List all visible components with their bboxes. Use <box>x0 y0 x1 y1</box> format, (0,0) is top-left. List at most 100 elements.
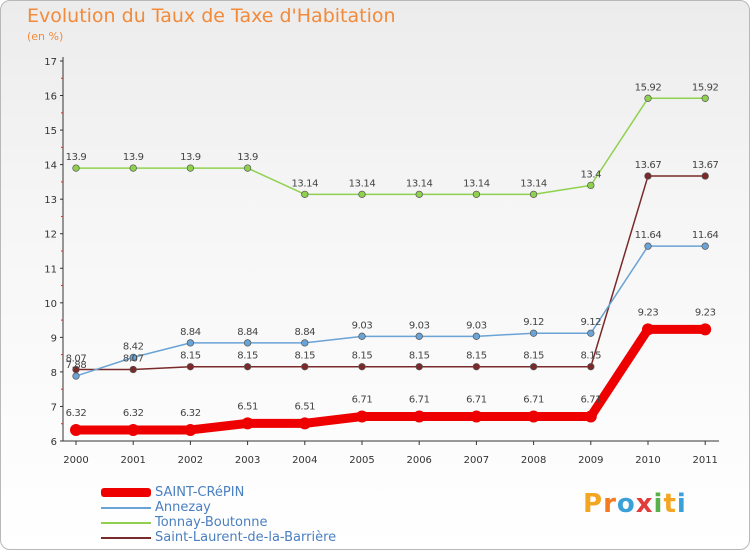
data-label: 8.07 <box>123 353 144 364</box>
data-point <box>699 323 712 336</box>
y-tick-label: 8 <box>51 368 57 379</box>
legend-swatch <box>101 536 151 539</box>
legend-item: Tonnay-Boutonne <box>101 515 336 530</box>
data-point <box>186 363 195 371</box>
data-label: 8.84 <box>237 327 258 338</box>
data-point <box>301 339 309 347</box>
x-tick-label: 2009 <box>578 455 603 466</box>
data-label: 13.67 <box>692 160 719 171</box>
data-point <box>470 410 483 423</box>
x-tick-label: 2008 <box>521 455 546 466</box>
data-label: 8.15 <box>180 351 201 362</box>
y-tick-label: 10 <box>44 299 57 310</box>
legend-item: Annezay <box>101 500 336 515</box>
data-point <box>642 323 654 336</box>
data-label: 15.92 <box>692 82 719 93</box>
data-point <box>129 164 137 172</box>
legend: SAINT-CRéPIN Annezay Tonnay-Boutonne Saint-… <box>101 485 336 545</box>
data-label: 6.71 <box>580 394 601 405</box>
data-label: 13.14 <box>291 178 318 189</box>
data-point <box>413 410 426 423</box>
legend-swatch <box>101 506 151 509</box>
y-tick-label: 9 <box>51 333 57 344</box>
chart-subtitle: (en %) <box>27 30 64 43</box>
y-tick-label: 7 <box>51 402 57 413</box>
data-label: 13.9 <box>237 152 258 163</box>
data-point <box>644 94 652 102</box>
x-tick-label: 2002 <box>178 455 203 466</box>
legend-label: Saint-Laurent-de-la-Barrière <box>155 530 337 545</box>
legend-label: Annezay <box>155 500 211 515</box>
series-lines <box>71 97 710 435</box>
data-point <box>415 363 423 371</box>
x-tick-label: 2000 <box>63 455 88 466</box>
data-point <box>72 372 80 380</box>
logo-letter: o <box>616 489 636 519</box>
series-line-1 <box>75 245 706 377</box>
data-label: 6.71 <box>409 394 430 405</box>
data-point <box>358 190 366 198</box>
logo-letter: i <box>653 489 664 519</box>
data-point <box>301 363 309 371</box>
data-label: 9.03 <box>409 320 430 331</box>
data-label: 13.14 <box>406 178 433 189</box>
data-point <box>701 94 709 102</box>
series-line-3 <box>75 175 706 371</box>
data-label: 6.51 <box>237 401 258 412</box>
logo-letter: t <box>663 489 677 519</box>
data-label: 8.15 <box>352 351 373 362</box>
chart-title: Evolution du Taux de Taxe d'Habitation <box>27 5 396 27</box>
y-tick-label: 14 <box>44 161 57 172</box>
data-label: 15.92 <box>635 82 662 93</box>
y-tick-label: 16 <box>44 92 57 103</box>
data-label: 6.71 <box>466 394 487 405</box>
data-label: 8.15 <box>237 351 258 362</box>
data-point <box>70 423 82 436</box>
data-label: 9.03 <box>466 320 487 331</box>
data-label: 8.15 <box>523 351 544 362</box>
data-label: 6.32 <box>66 408 87 419</box>
data-point <box>701 242 709 250</box>
data-point <box>644 242 652 250</box>
data-point <box>243 164 252 172</box>
data-label: 13.9 <box>123 152 144 163</box>
data-point <box>584 410 597 423</box>
data-point <box>701 172 709 180</box>
x-tick-label: 2003 <box>235 455 260 466</box>
x-tick-label: 2011 <box>692 455 717 466</box>
data-label: 8.15 <box>409 351 430 362</box>
data-point <box>587 363 595 371</box>
y-tick-label: 11 <box>44 264 57 275</box>
data-label: 9.23 <box>695 307 716 318</box>
proxiti-logo: Proxiti <box>583 489 687 519</box>
y-tick-label: 13 <box>44 195 57 206</box>
logo-letter: x <box>635 489 654 519</box>
x-tick-label: 2007 <box>464 455 489 466</box>
logo-letter: r <box>603 489 617 519</box>
y-tick-label: 12 <box>44 230 57 241</box>
x-tick-label: 2005 <box>349 455 374 466</box>
series-line-0 <box>71 324 710 435</box>
data-point <box>644 172 652 180</box>
data-point <box>129 353 137 362</box>
data-labels: 8.07 8.07 8.15 8.15 8.15 8.15 8.15 8.15 8.15 8.15… <box>66 82 719 419</box>
data-label: 8.07 <box>66 353 87 364</box>
data-point <box>243 363 252 371</box>
data-label: 13.67 <box>635 160 662 171</box>
data-label: 9.12 <box>523 317 544 328</box>
data-label: 6.71 <box>523 394 544 405</box>
y-tick-label: 15 <box>44 126 57 137</box>
data-point <box>472 332 481 340</box>
data-point <box>587 329 595 337</box>
data-label: 6.51 <box>294 401 315 412</box>
data-label: 6.32 <box>180 408 201 419</box>
data-point <box>127 423 140 436</box>
x-tick-label: 2006 <box>406 455 431 466</box>
y-tick-label: 17 <box>44 57 57 68</box>
legend-swatch <box>101 521 151 524</box>
data-point <box>415 190 423 198</box>
data-label: 8.42 <box>123 341 144 352</box>
data-label: 13.9 <box>66 152 87 163</box>
data-label: 8.15 <box>294 351 315 362</box>
